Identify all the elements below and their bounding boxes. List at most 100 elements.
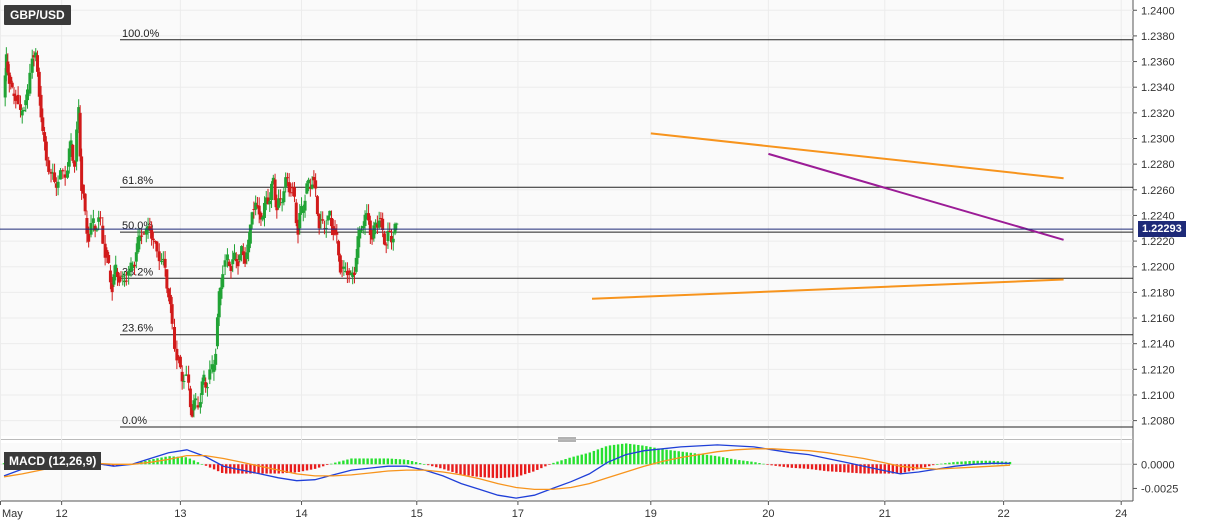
macd-histogram-bar xyxy=(321,464,325,467)
candle-body xyxy=(47,160,51,172)
macd-histogram-bar xyxy=(721,457,725,465)
candle-body xyxy=(12,93,16,97)
candle-body xyxy=(93,225,97,231)
candle-body xyxy=(335,232,339,235)
candle-body xyxy=(270,183,274,201)
candle-body xyxy=(37,71,41,97)
macd-histogram-bar xyxy=(673,450,676,465)
y-tick-label: 1.2340 xyxy=(1141,82,1175,94)
macd-histogram-bar xyxy=(414,462,418,465)
macd-histogram-bar xyxy=(794,464,798,469)
candle-body xyxy=(167,288,171,298)
macd-histogram-bar xyxy=(398,459,402,465)
x-tick-label: 14 xyxy=(295,508,307,520)
trendlines[interactable] xyxy=(591,132,1064,300)
candle-body xyxy=(266,197,270,205)
candle-body xyxy=(168,294,172,305)
x-tick-label: May xyxy=(2,508,23,520)
candle-body xyxy=(144,228,148,235)
candle-body xyxy=(187,374,191,383)
macd-histogram-bar xyxy=(847,464,850,473)
candle-body xyxy=(356,236,360,258)
macd-histogram-bar xyxy=(915,464,919,470)
candle-body xyxy=(300,206,304,214)
macd-histogram-bar xyxy=(596,449,600,465)
macd-histogram-bar xyxy=(758,463,761,465)
candle-body xyxy=(107,255,111,263)
candle-body xyxy=(255,205,259,207)
candle-body xyxy=(24,100,28,106)
macd-histogram-bar xyxy=(463,464,466,476)
macd-histogram-bar xyxy=(754,462,757,465)
candle-body xyxy=(223,260,227,267)
fib-level-label: 100.0% xyxy=(122,28,160,40)
y-tick-label: 1.2200 xyxy=(1141,262,1175,274)
fib-level-label: 61.8% xyxy=(122,175,153,187)
macd-histogram-bar xyxy=(810,464,814,470)
macd-histogram-bar xyxy=(887,464,890,474)
resistance-line[interactable] xyxy=(768,152,1064,241)
candle-body xyxy=(282,191,286,203)
candle-body xyxy=(117,277,121,283)
macd-histogram-bar xyxy=(879,464,882,474)
candle-body xyxy=(10,82,14,88)
candle-body xyxy=(360,229,364,231)
candle-body xyxy=(337,241,341,256)
candle-body xyxy=(131,264,135,269)
macd-histogram-bar xyxy=(338,461,341,465)
macd-histogram-bar xyxy=(427,464,430,466)
macd-histogram-bar xyxy=(265,464,268,474)
macd-histogram-bar xyxy=(798,464,802,469)
candle-body xyxy=(321,219,325,221)
macd-histogram-bar xyxy=(826,464,830,472)
macd-histogram-bar xyxy=(669,450,672,465)
last-price-tag: 1.22293 xyxy=(1138,221,1186,238)
macd-histogram-bar xyxy=(523,464,527,475)
price-axis-labels: 1.2080 1.2100 1.2120 1.2140 1.2160 1.2180 1.22… xyxy=(1133,5,1178,495)
candle-body xyxy=(26,89,30,101)
macd-histogram-bar xyxy=(919,464,923,469)
candle-body xyxy=(388,231,392,233)
candle-body xyxy=(389,235,393,243)
macd-pane-background xyxy=(0,443,1133,501)
macd-histogram-bar xyxy=(277,464,280,474)
macd-histogram-bar xyxy=(362,458,365,465)
candle-body xyxy=(163,258,167,268)
candle-body xyxy=(374,222,378,226)
macd-histogram-bar xyxy=(257,464,260,474)
candle-body xyxy=(328,210,332,216)
y-tick-label: 1.2280 xyxy=(1141,159,1175,171)
price-pane-background xyxy=(0,0,1133,436)
macd-histogram-bar xyxy=(511,464,515,478)
candle-body xyxy=(259,212,263,220)
candle-body xyxy=(194,398,198,401)
candle-body xyxy=(123,280,127,283)
candle-body xyxy=(379,218,383,219)
macd-histogram-bar xyxy=(956,461,959,465)
candle-body xyxy=(345,270,349,276)
macd-histogram-bar xyxy=(204,464,208,466)
lower-triangle-line[interactable] xyxy=(591,278,1064,300)
candle-body xyxy=(351,272,355,277)
candle-body xyxy=(53,172,57,182)
macd-histogram-bar xyxy=(507,464,511,478)
y-tick-label: 1.2140 xyxy=(1141,339,1175,351)
macd-histogram-bar xyxy=(895,464,899,474)
macd-histogram-bar xyxy=(750,461,753,465)
macd-histogram-bar xyxy=(386,458,390,465)
macd-histogram-bar xyxy=(350,458,353,465)
candle-body xyxy=(41,117,45,132)
candle-body xyxy=(377,220,381,228)
macd-histogram-bar xyxy=(564,459,567,465)
macd-histogram-bar xyxy=(972,460,975,465)
candle-body xyxy=(317,214,321,229)
candle-body xyxy=(262,202,266,218)
macd-histogram-bar xyxy=(645,446,648,465)
upper-triangle-line[interactable] xyxy=(650,132,1064,180)
candle-body xyxy=(133,264,137,267)
pane-resize-handle[interactable] xyxy=(558,437,576,442)
macd-histogram-bar xyxy=(467,464,470,476)
candle-body xyxy=(73,160,77,167)
candle-body xyxy=(49,171,53,174)
macd-histogram-bar xyxy=(515,464,519,477)
